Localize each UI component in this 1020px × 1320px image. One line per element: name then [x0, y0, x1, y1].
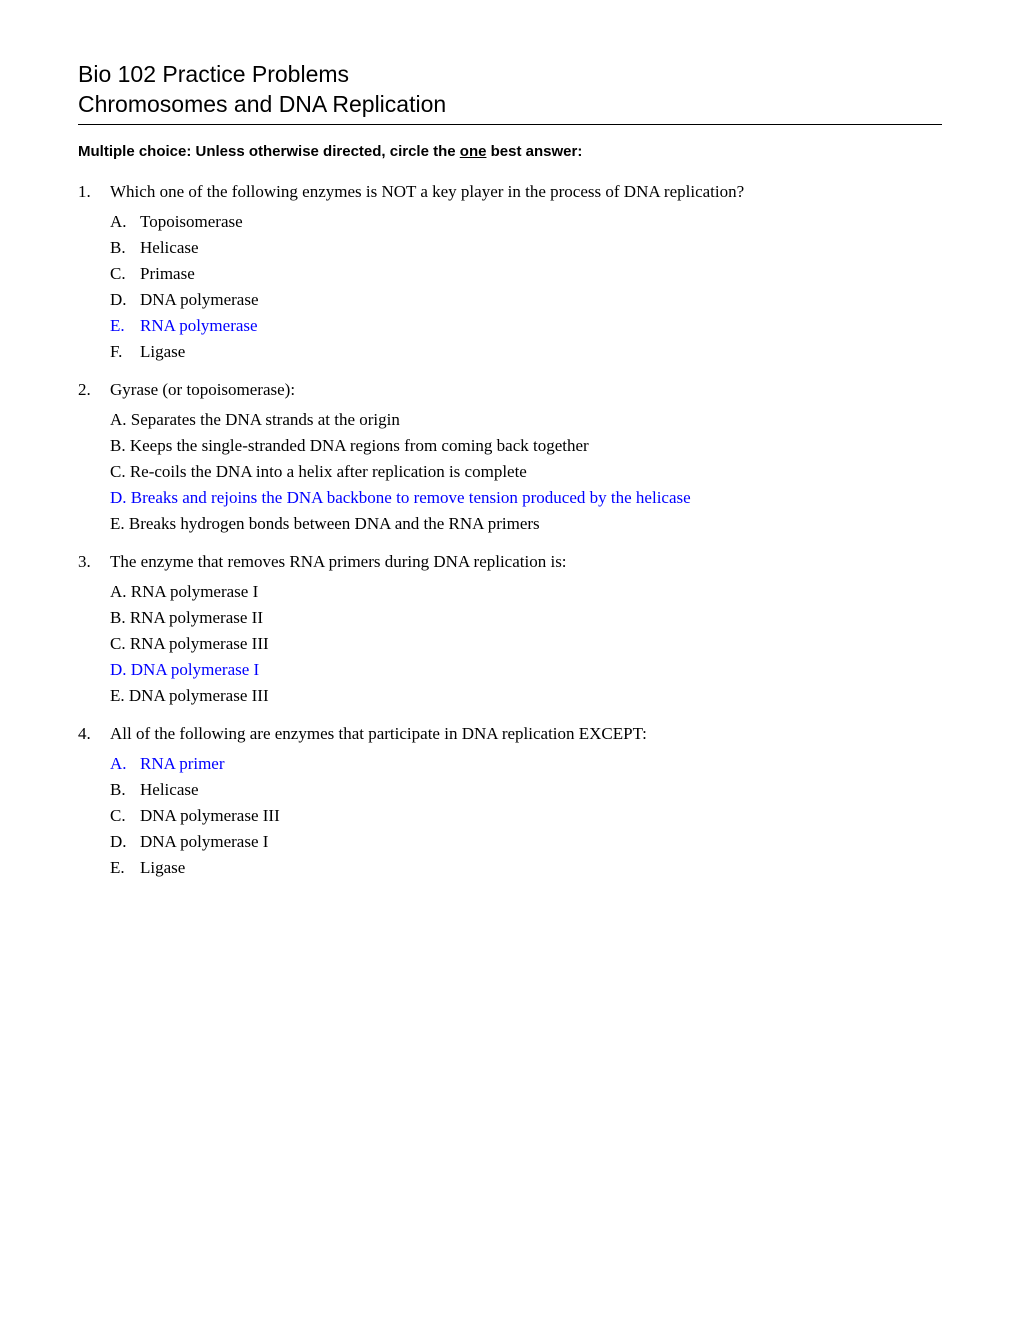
- option-text: DNA polymerase I: [140, 832, 942, 852]
- options: A. RNA polymerase I B. RNA polymerase II C…: [110, 582, 942, 706]
- questions-container: 1.Which one of the following enzymes is …: [78, 182, 942, 878]
- header-line-1: Bio 102 Practice Problems: [78, 60, 942, 90]
- option-text: Helicase: [140, 238, 942, 258]
- option-row: C. RNA polymerase III: [110, 634, 942, 654]
- question-number: 1.: [78, 182, 110, 202]
- question-number: 3.: [78, 552, 110, 572]
- option-letter: D.: [110, 290, 140, 310]
- option-row: A.Topoisomerase: [110, 212, 942, 232]
- option-text: Topoisomerase: [140, 212, 942, 232]
- option-text: DNA polymerase III: [140, 806, 942, 826]
- option-text: DNA polymerase: [140, 290, 942, 310]
- option-row: A.RNA primer: [110, 754, 942, 774]
- option-text: Helicase: [140, 780, 942, 800]
- question-number: 4.: [78, 724, 110, 744]
- question-text: Which one of the following enzymes is NO…: [110, 182, 942, 202]
- option-row: A. RNA polymerase I: [110, 582, 942, 602]
- instructions-underlined: one: [460, 143, 487, 160]
- question-row: 4.All of the following are enzymes that …: [78, 724, 942, 744]
- option-row: C.Primase: [110, 264, 942, 284]
- option-letter: F.: [110, 342, 140, 362]
- question-text: Gyrase (or topoisomerase):: [110, 380, 942, 400]
- options: A. Separates the DNA strands at the orig…: [110, 410, 942, 534]
- option-letter: B.: [110, 780, 140, 800]
- instructions-after: best answer:: [486, 143, 582, 160]
- question-row: 3.The enzyme that removes RNA primers du…: [78, 552, 942, 572]
- question-text: All of the following are enzymes that pa…: [110, 724, 942, 744]
- option-row: A. Separates the DNA strands at the orig…: [110, 410, 942, 430]
- option-row: C.DNA polymerase III: [110, 806, 942, 826]
- options: A.RNA primerB.HelicaseC.DNA polymerase I…: [110, 754, 942, 878]
- option-letter: A.: [110, 212, 140, 232]
- question-text: The enzyme that removes RNA primers duri…: [110, 552, 942, 572]
- option-row: D. DNA polymerase I: [110, 660, 942, 680]
- option-row: D. Breaks and rejoins the DNA backbone t…: [110, 488, 942, 508]
- option-row: F.Ligase: [110, 342, 942, 362]
- option-letter: E.: [110, 316, 140, 336]
- instructions: Multiple choice: Unless otherwise direct…: [78, 143, 942, 160]
- option-letter: D.: [110, 832, 140, 852]
- option-row: E. Breaks hydrogen bonds between DNA and…: [110, 514, 942, 534]
- header-line-2: Chromosomes and DNA Replication: [78, 90, 942, 120]
- options: A.TopoisomeraseB.HelicaseC.PrimaseD.DNA …: [110, 212, 942, 362]
- option-row: B.Helicase: [110, 780, 942, 800]
- option-row: E.Ligase: [110, 858, 942, 878]
- option-letter: A.: [110, 754, 140, 774]
- instructions-before: Multiple choice: Unless otherwise direct…: [78, 143, 460, 160]
- option-letter: C.: [110, 806, 140, 826]
- option-row: E.RNA polymerase: [110, 316, 942, 336]
- question: 1.Which one of the following enzymes is …: [78, 182, 942, 362]
- question-number: 2.: [78, 380, 110, 400]
- option-text: Ligase: [140, 858, 942, 878]
- option-letter: E.: [110, 858, 140, 878]
- option-row: B. Keeps the single-stranded DNA regions…: [110, 436, 942, 456]
- question: 4.All of the following are enzymes that …: [78, 724, 942, 878]
- option-text: Primase: [140, 264, 942, 284]
- option-letter: C.: [110, 264, 140, 284]
- option-text: RNA primer: [140, 754, 942, 774]
- option-row: B. RNA polymerase II: [110, 608, 942, 628]
- option-letter: B.: [110, 238, 140, 258]
- option-text: Ligase: [140, 342, 942, 362]
- page-header: Bio 102 Practice Problems Chromosomes an…: [78, 60, 942, 125]
- option-row: C. Re-coils the DNA into a helix after r…: [110, 462, 942, 482]
- question-row: 2.Gyrase (or topoisomerase):: [78, 380, 942, 400]
- option-text: RNA polymerase: [140, 316, 942, 336]
- option-row: D.DNA polymerase: [110, 290, 942, 310]
- question: 2.Gyrase (or topoisomerase): A. Separates…: [78, 380, 942, 534]
- question-row: 1.Which one of the following enzymes is …: [78, 182, 942, 202]
- question: 3.The enzyme that removes RNA primers du…: [78, 552, 942, 706]
- option-row: E. DNA polymerase III: [110, 686, 942, 706]
- option-row: D.DNA polymerase I: [110, 832, 942, 852]
- option-row: B.Helicase: [110, 238, 942, 258]
